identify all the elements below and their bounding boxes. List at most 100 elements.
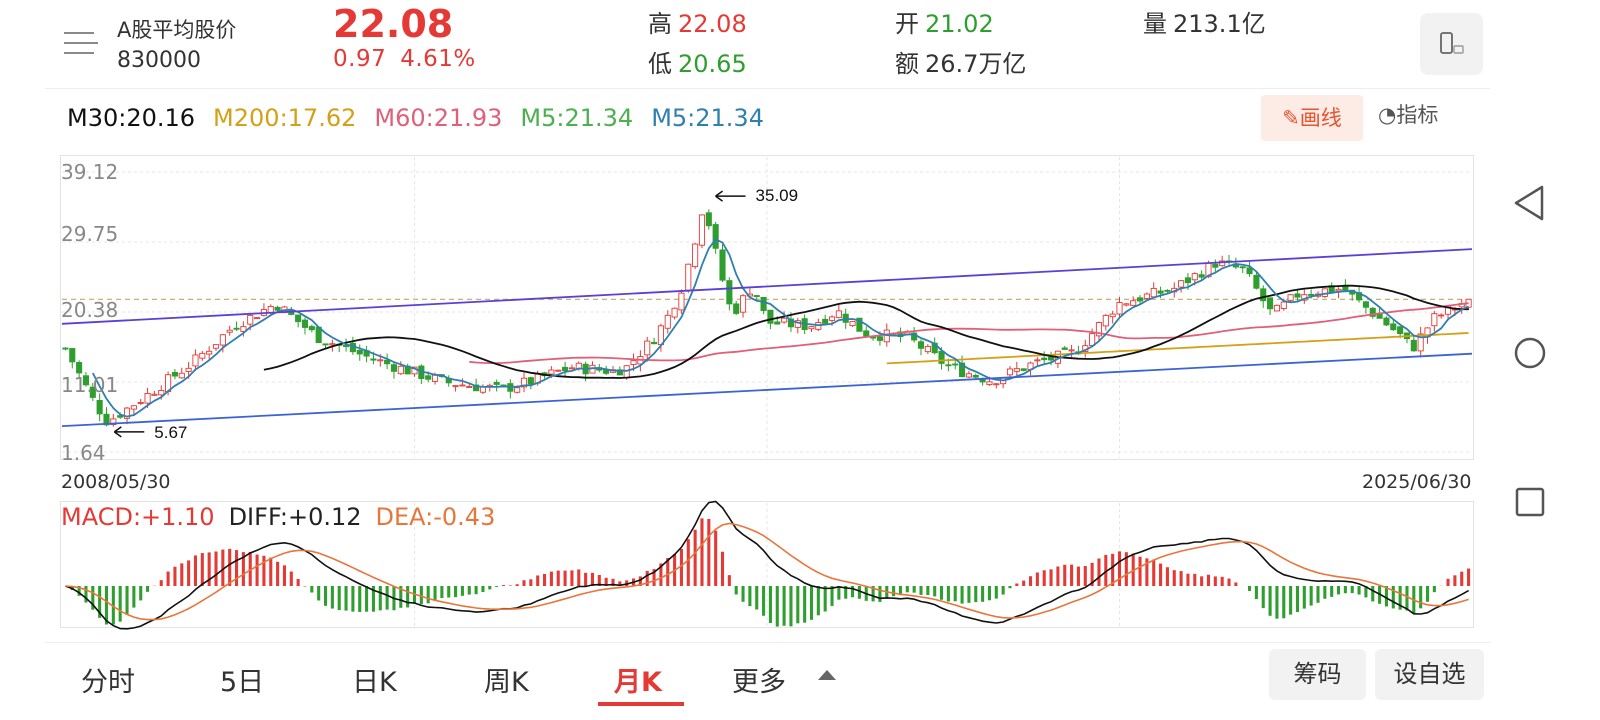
y-axis-label-3: 20.38 <box>61 298 119 322</box>
candle-body <box>1178 280 1185 288</box>
channel-bottom-line <box>61 352 1473 428</box>
candle-body <box>1157 290 1164 294</box>
tab-weekly-k[interactable]: 周K <box>484 667 529 698</box>
candle-body <box>1308 293 1315 296</box>
square-recent-icon[interactable] <box>1515 487 1545 517</box>
candle-body <box>1267 297 1274 310</box>
candle-body <box>301 319 309 328</box>
candle-body <box>1048 356 1055 361</box>
gauge-icon: ◔ <box>1378 103 1397 127</box>
price-change: 0.97 4.61% <box>333 46 476 72</box>
pencil-icon: ✎ <box>1282 106 1300 130</box>
tabs-divider <box>45 642 1490 643</box>
ma-m60: M60:21.93 <box>374 104 503 132</box>
open-quote: 开 21.02 <box>895 4 994 39</box>
header-divider <box>45 88 1490 89</box>
candle-body <box>952 363 959 366</box>
diff-value: DIFF:+0.12 <box>228 503 362 531</box>
candle-body <box>986 381 993 386</box>
candle-body <box>808 326 815 330</box>
macd-chart-area[interactable] <box>60 501 1474 628</box>
candle-body <box>965 373 972 378</box>
candle-body <box>1198 274 1205 278</box>
candle-body <box>240 326 247 332</box>
ma60-line <box>469 302 1469 364</box>
tab-daily-k[interactable]: 日K <box>352 667 397 698</box>
candle-body <box>226 329 233 333</box>
amount-label: 额 <box>895 50 919 78</box>
candle-body <box>493 381 500 385</box>
indicator-button[interactable]: ◔指标 <box>1378 99 1438 129</box>
landscape-toggle-button[interactable] <box>1420 13 1483 75</box>
stock-code: 830000 <box>117 48 201 73</box>
candle-body <box>1239 266 1246 269</box>
candle-body <box>1013 368 1020 372</box>
candle-body <box>1095 322 1103 337</box>
candle-body <box>856 317 863 332</box>
candle-body <box>1109 313 1116 318</box>
candle-body <box>1397 326 1404 335</box>
tab-5day[interactable]: 5日 <box>220 667 265 698</box>
candle-body <box>849 321 856 327</box>
chips-button[interactable]: 筹码 <box>1269 649 1366 700</box>
candle-body <box>1068 349 1075 352</box>
candle-body <box>377 359 384 362</box>
candle-body <box>137 402 144 404</box>
candle-body <box>356 349 363 355</box>
active-tab-indicator <box>598 702 684 706</box>
circle-home-icon[interactable] <box>1513 336 1547 370</box>
candle-body <box>370 358 377 361</box>
max-arrow-icon <box>715 190 746 202</box>
candle-body <box>1362 301 1369 308</box>
candle-body <box>1061 347 1068 350</box>
candle-body <box>219 334 226 346</box>
landscape-phone-icon <box>1440 32 1464 54</box>
candle-body <box>233 327 240 330</box>
candle-body <box>178 372 185 379</box>
triangle-back-icon[interactable] <box>1512 184 1546 222</box>
candle-body <box>692 243 699 268</box>
candle-body <box>1390 323 1397 331</box>
candle-body <box>644 340 651 356</box>
candle-body <box>69 348 76 363</box>
kline-chart-area[interactable] <box>60 155 1474 460</box>
y-axis-label-top: 39.12 <box>61 160 119 184</box>
candle-body <box>1143 293 1150 299</box>
caret-up-icon[interactable] <box>818 670 836 680</box>
candle-body <box>794 320 801 328</box>
high-quote: 高 22.08 <box>648 4 747 39</box>
candle-body <box>767 309 774 324</box>
candle-body <box>1431 313 1438 327</box>
candle-body <box>664 314 671 329</box>
candle-body <box>1184 277 1191 284</box>
tab-monthly-k[interactable]: 月K <box>614 667 662 698</box>
candle-body <box>247 314 254 325</box>
candle-body <box>274 306 281 311</box>
candle-body <box>555 369 562 372</box>
tab-intraday[interactable]: 分时 <box>81 667 135 698</box>
min-price-label: 5.67 <box>154 423 187 442</box>
candle-body <box>212 344 220 349</box>
tab-more[interactable]: 更多 <box>732 667 786 698</box>
add-watchlist-button[interactable]: 设自选 <box>1375 649 1484 700</box>
ma-legend: M30:20.16 M200:17.62 M60:21.93 M5:21.34 M5:2… <box>67 104 782 132</box>
candle-body <box>1294 293 1301 298</box>
volume-label: 量 <box>1143 10 1167 38</box>
candle-body <box>568 367 575 370</box>
candle-body <box>1034 359 1041 362</box>
candle-body <box>110 418 117 425</box>
candle-body <box>1287 294 1294 301</box>
min-arrow-icon <box>113 426 145 438</box>
candle-body <box>822 318 829 324</box>
candle-body <box>89 386 96 398</box>
ma-m200: M200:17.62 <box>213 104 357 132</box>
draw-line-button[interactable]: ✎画线 <box>1261 95 1363 141</box>
ma200-line <box>886 332 1469 365</box>
menu-icon[interactable] <box>64 28 102 58</box>
candle-body <box>1123 303 1130 306</box>
candle-body <box>993 383 1000 386</box>
candle-body <box>739 295 747 313</box>
volume-quote: 量 213.1亿 <box>1143 4 1266 39</box>
candle-body <box>185 367 192 372</box>
